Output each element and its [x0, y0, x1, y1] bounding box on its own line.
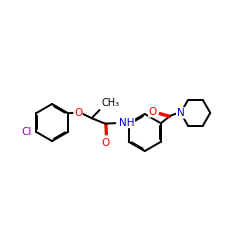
- Text: NH: NH: [119, 118, 134, 128]
- Text: O: O: [102, 138, 110, 148]
- Text: N: N: [177, 108, 184, 118]
- Text: Cl: Cl: [21, 127, 32, 137]
- Text: O: O: [148, 107, 157, 117]
- Text: CH₃: CH₃: [102, 98, 120, 108]
- Text: O: O: [74, 108, 82, 118]
- Text: N: N: [177, 108, 184, 118]
